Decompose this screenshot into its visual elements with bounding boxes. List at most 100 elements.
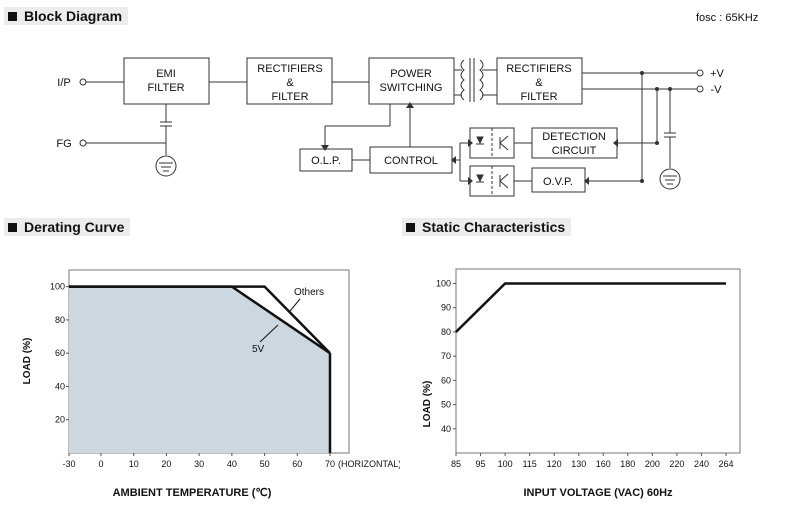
detection-line-1: DETECTION bbox=[542, 131, 606, 143]
y-tick-label: 80 bbox=[55, 315, 65, 325]
x-tick-label: 40 bbox=[227, 459, 237, 469]
arrow-right-icon bbox=[468, 177, 473, 185]
rect2-line-3: FILTER bbox=[520, 91, 557, 103]
ovp-block bbox=[531, 167, 586, 193]
x-axis-label: INPUT VOLTAGE (VAC) 60Hz bbox=[523, 487, 673, 499]
fosc-label: fosc : 65KHz bbox=[696, 12, 759, 24]
x-tick-label: 0 bbox=[98, 459, 103, 469]
rectifiers-filter-block-2 bbox=[496, 57, 583, 105]
arrow-left-icon bbox=[613, 139, 618, 147]
emi-filter-block bbox=[123, 57, 210, 105]
block-diagram: I/P FG EMI FILTER RECTIFIERS & FILTER PO… bbox=[56, 57, 725, 197]
vplus-label: +V bbox=[710, 68, 724, 80]
emi-line-2: FILTER bbox=[147, 82, 184, 94]
output-ground-icon bbox=[659, 168, 681, 190]
derating-title-text: Derating Curve bbox=[24, 219, 125, 235]
x-tick-label: 50 bbox=[260, 459, 270, 469]
rect1-line-3: FILTER bbox=[271, 91, 308, 103]
power-switching-block bbox=[368, 57, 455, 105]
square-bullet-icon bbox=[406, 222, 415, 232]
block-diagram-title: Block Diagram bbox=[4, 7, 129, 25]
rect2-line-1: RECTIFIERS bbox=[506, 63, 571, 75]
x-tick-label: 20 bbox=[161, 459, 171, 469]
x-tick-label: 130 bbox=[571, 459, 586, 469]
y-tick-label: 40 bbox=[441, 424, 451, 434]
x-tick-suffix: (HORIZONTAL) bbox=[338, 459, 400, 469]
block-diagram-title-text: Block Diagram bbox=[24, 8, 123, 24]
y-tick-label: 100 bbox=[436, 279, 451, 289]
power-line-1: POWER bbox=[390, 68, 432, 80]
arrow-down-icon bbox=[321, 145, 329, 151]
fg-terminal bbox=[79, 139, 87, 147]
y-tick-label: 20 bbox=[55, 415, 65, 425]
fg-label: FG bbox=[56, 138, 71, 150]
square-bullet-icon bbox=[8, 11, 17, 21]
arrow-up-icon bbox=[406, 102, 414, 108]
static-title-text: Static Characteristics bbox=[422, 219, 566, 235]
junction-dot bbox=[640, 179, 644, 183]
y-tick-label: 60 bbox=[55, 348, 65, 358]
x-tick-label: 10 bbox=[129, 459, 139, 469]
vminus-terminal bbox=[696, 85, 704, 93]
detection-line-2: CIRCUIT bbox=[552, 145, 597, 157]
x-tick-label: 264 bbox=[718, 459, 733, 469]
x-tick-label: 95 bbox=[476, 459, 486, 469]
vplus-terminal bbox=[696, 69, 704, 77]
series-line bbox=[455, 282, 726, 333]
arrow-left-icon bbox=[584, 177, 589, 185]
olp-label: O.L.P. bbox=[311, 155, 341, 167]
rect1-line-2: & bbox=[286, 77, 294, 89]
y-tick-label: 90 bbox=[441, 303, 451, 313]
diode-icon bbox=[476, 136, 484, 145]
x-tick-label: 240 bbox=[694, 459, 709, 469]
junction-dot bbox=[668, 87, 672, 91]
series-line-5V bbox=[69, 285, 331, 355]
emi-line-1: EMI bbox=[156, 68, 176, 80]
derating-title: Derating Curve bbox=[4, 218, 131, 236]
arrow-left-icon bbox=[451, 156, 456, 164]
y-axis-label: LOAD (%) bbox=[22, 338, 33, 385]
power-line-2: SWITCHING bbox=[380, 82, 443, 94]
series-label-5v: 5V bbox=[252, 344, 265, 355]
x-axis-label: AMBIENT TEMPERATURE (℃) bbox=[113, 487, 272, 499]
x-tick-label: 160 bbox=[596, 459, 611, 469]
x-tick-label: -30 bbox=[62, 459, 75, 469]
y-tick-label: 60 bbox=[441, 375, 451, 385]
y-tick-label: 50 bbox=[441, 400, 451, 410]
y-tick-label: 40 bbox=[55, 381, 65, 391]
x-tick-label: 85 bbox=[451, 459, 461, 469]
x-tick-label: 120 bbox=[547, 459, 562, 469]
junction-dot bbox=[655, 87, 659, 91]
rect2-line-2: & bbox=[535, 77, 543, 89]
y-tick-label: 80 bbox=[441, 327, 451, 337]
junction-dot bbox=[640, 71, 644, 75]
transformer-secondary-icon bbox=[479, 59, 484, 101]
x-tick-label: 220 bbox=[669, 459, 684, 469]
vminus-label: -V bbox=[711, 84, 723, 96]
derating-area bbox=[69, 286, 330, 453]
junction-dot bbox=[655, 141, 659, 145]
arrow-right-icon bbox=[468, 139, 473, 147]
rect1-line-1: RECTIFIERS bbox=[257, 63, 322, 75]
x-tick-label: 100 bbox=[498, 459, 513, 469]
x-tick-label: 115 bbox=[522, 459, 536, 469]
derating-chart: -30 0 10 20 30 40 50 60 70 (HORIZONTAL) 20 40 60 80 10… bbox=[22, 269, 400, 499]
x-tick-label: 60 bbox=[292, 459, 302, 469]
x-tick-label: 180 bbox=[620, 459, 635, 469]
ground-icon bbox=[155, 155, 177, 177]
diode-icon bbox=[476, 174, 484, 183]
5v-pointer bbox=[259, 324, 279, 343]
square-bullet-icon bbox=[8, 222, 17, 232]
x-tick-label: 70 bbox=[325, 459, 335, 469]
rectifiers-filter-block-1 bbox=[246, 57, 333, 105]
y-tick-label: 70 bbox=[441, 351, 451, 361]
ip-label: I/P bbox=[57, 77, 70, 89]
x-tick-label: 200 bbox=[645, 459, 660, 469]
static-chart: 85 95 100 115 120 130 160 180 200 220 240 264 40 50 60… bbox=[422, 268, 741, 499]
ovp-label: O.V.P. bbox=[543, 176, 573, 188]
y-axis-label: LOAD (%) bbox=[422, 381, 433, 428]
ip-terminal bbox=[79, 78, 87, 86]
plot-frame bbox=[455, 268, 741, 454]
static-title: Static Characteristics bbox=[402, 218, 572, 236]
control-label: CONTROL bbox=[384, 155, 438, 167]
